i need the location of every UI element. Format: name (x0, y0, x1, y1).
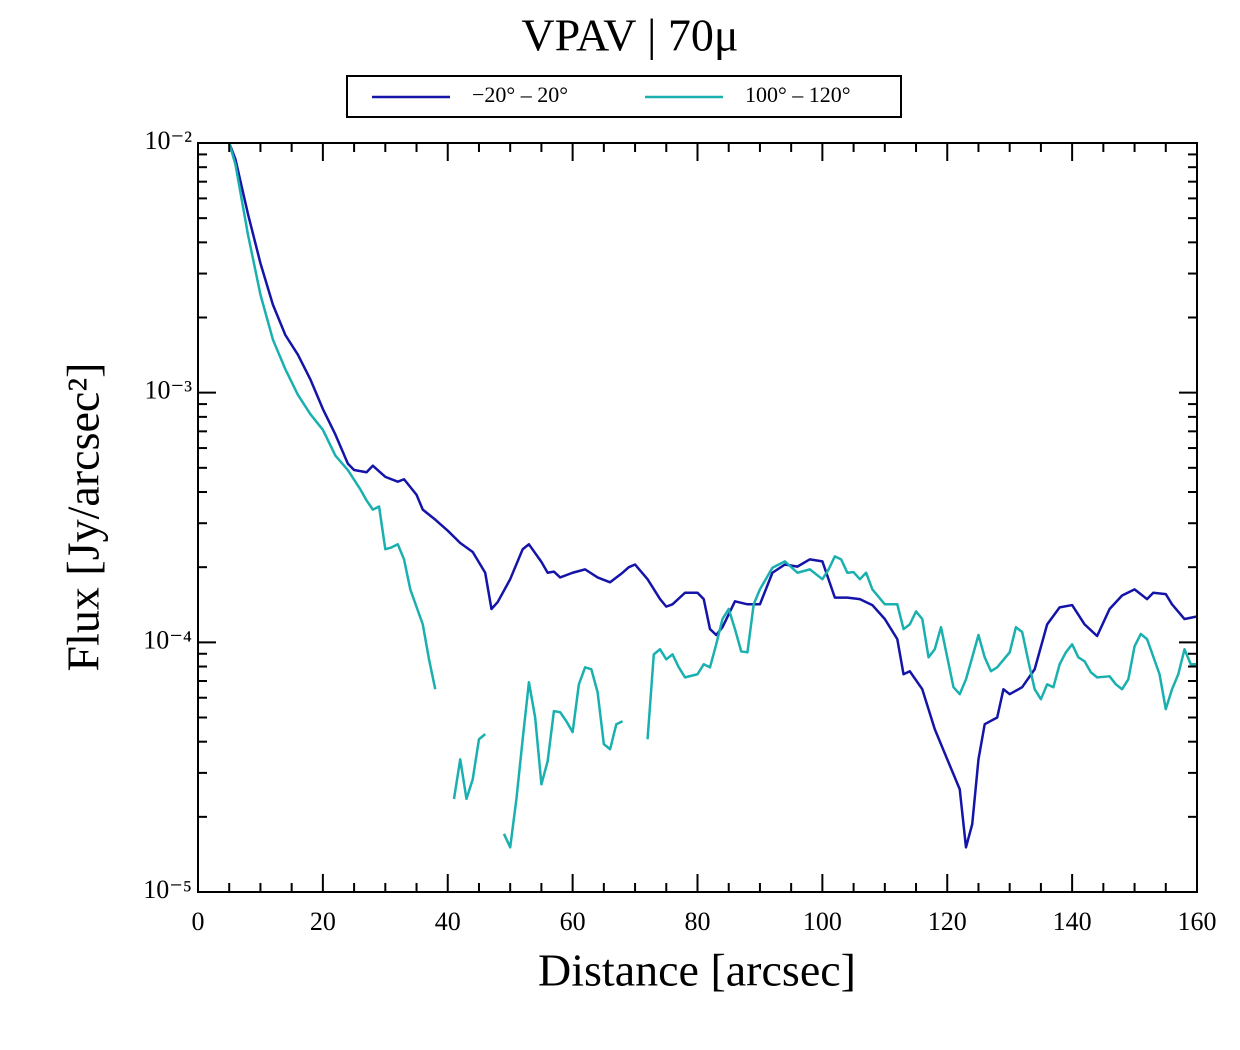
x-tick-label: 120 (928, 907, 967, 936)
x-tick-label: 40 (435, 907, 461, 936)
legend-label: −20° – 20° (472, 82, 568, 107)
x-tick-label: 160 (1178, 907, 1217, 936)
x-tick-label: 80 (685, 907, 711, 936)
x-tick-label: 0 (192, 907, 205, 936)
data-line (228, 143, 1197, 849)
legend-label: 100° – 120° (745, 82, 851, 107)
y-tick-label: 10⁻⁴ (143, 625, 192, 654)
plot-frame (197, 142, 1198, 893)
plot-area (228, 143, 1197, 849)
x-axis-label: Distance [arcsec] (538, 945, 856, 996)
x-tick-label: 60 (560, 907, 586, 936)
y-axis-label: Flux [Jy/arcsec²] (58, 363, 109, 672)
chart-title: VPAV | 70μ (521, 10, 738, 61)
x-tick-label: 20 (310, 907, 336, 936)
y-tick-label: 10⁻⁵ (143, 875, 192, 904)
x-tick-label: 100 (803, 907, 842, 936)
x-tick-label: 140 (1053, 907, 1092, 936)
data-line (228, 143, 1197, 849)
y-tick-label: 10⁻² (144, 126, 192, 155)
y-tick-label: 10⁻³ (144, 376, 192, 405)
